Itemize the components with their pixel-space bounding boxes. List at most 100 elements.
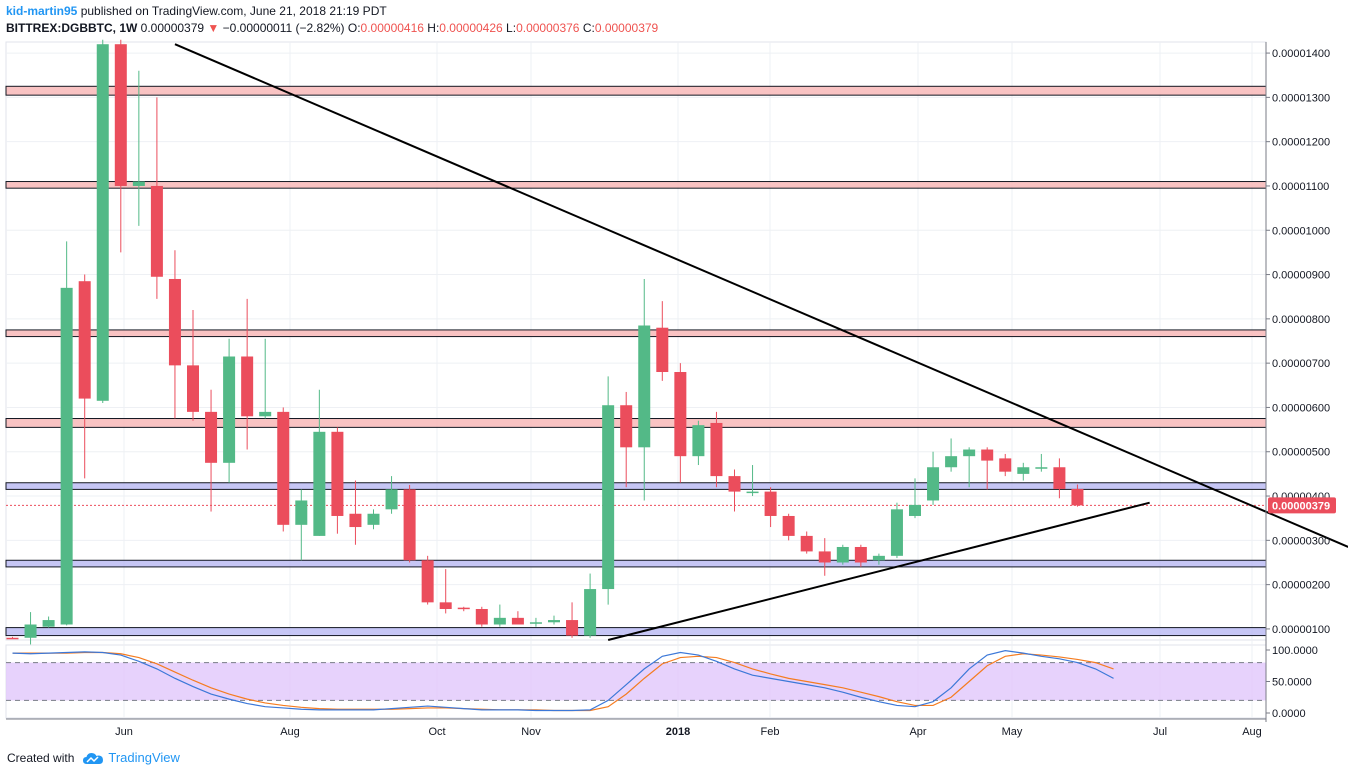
- candle: [367, 509, 380, 530]
- down-arrow-icon: ▼: [207, 21, 220, 35]
- created-with-text: Created with: [7, 750, 75, 765]
- x-tick-label: Jul: [1153, 726, 1167, 738]
- candle-body: [746, 491, 759, 494]
- candle-body: [692, 425, 705, 457]
- candle-body: [439, 602, 452, 609]
- candle-body: [475, 608, 488, 625]
- candle-body: [999, 458, 1012, 472]
- candle: [132, 70, 145, 226]
- candle-body: [566, 620, 579, 636]
- resistance-zone: [5, 181, 1267, 189]
- price-change: −0.00000011 (−2.82%): [222, 21, 345, 35]
- candle: [493, 604, 506, 627]
- candle-body: [331, 431, 344, 516]
- candle: [638, 278, 651, 501]
- price-label: 0.00000379: [1272, 500, 1330, 512]
- candle-body: [584, 589, 597, 636]
- candle: [999, 453, 1012, 477]
- candle: [836, 544, 849, 565]
- symbol-name: BITTREX:DGBBTC, 1W: [6, 21, 138, 35]
- candle-body: [710, 422, 723, 477]
- candle: [114, 39, 127, 253]
- candle: [150, 97, 163, 299]
- candle: [187, 309, 199, 421]
- candle-body: [782, 515, 795, 536]
- candle: [1017, 462, 1030, 481]
- support-zone: [5, 559, 1267, 568]
- candle: [331, 427, 344, 534]
- candle-body: [764, 491, 777, 516]
- candle: [223, 338, 236, 483]
- candle-body: [529, 622, 542, 624]
- x-tick-label: 2018: [666, 726, 690, 738]
- candle-body: [313, 431, 326, 536]
- candle-body: [114, 44, 127, 186]
- candle: [6, 636, 19, 640]
- candle: [746, 465, 759, 497]
- main-pane-border: [5, 41, 1267, 641]
- candle-body: [927, 467, 940, 501]
- candle-body: [548, 620, 560, 623]
- candle: [96, 39, 109, 404]
- candle: [710, 411, 723, 488]
- candle: [981, 447, 994, 490]
- y-tick-label: 0.00000300: [1272, 535, 1330, 547]
- x-tick-label: Jun: [115, 726, 133, 738]
- candle-body: [872, 555, 885, 561]
- trendline: [607, 501, 1150, 641]
- candle-body: [78, 281, 91, 399]
- candle: [259, 338, 272, 419]
- candle: [1053, 458, 1066, 499]
- candle: [764, 487, 777, 528]
- resistance-zone: [5, 329, 1267, 338]
- candle-body: [890, 509, 903, 556]
- candle-body: [945, 456, 958, 468]
- candle-body: [150, 185, 163, 277]
- tradingview-cloud-icon: [83, 752, 104, 764]
- candle: [890, 502, 903, 559]
- candle: [872, 553, 885, 565]
- tradingview-brand[interactable]: TradingView: [108, 750, 180, 765]
- candle-body: [96, 44, 109, 401]
- candle-body: [421, 560, 434, 603]
- rsi-fast-line: [12, 650, 1114, 712]
- y-tick-label: 0.00001100: [1272, 181, 1329, 193]
- y-tick-label: 0.00000100: [1272, 624, 1330, 636]
- candle: [566, 602, 579, 638]
- candle-body: [277, 411, 290, 525]
- resistance-zone: [5, 85, 1267, 96]
- candle-body: [205, 411, 218, 463]
- rsi-y-tick-label: 0.0000: [1272, 708, 1306, 720]
- close-value: 0.00000379: [594, 21, 659, 35]
- candle: [728, 469, 741, 512]
- rsi-band: [6, 662, 1266, 701]
- x-tick-label: Aug: [280, 726, 300, 738]
- candle: [511, 611, 524, 625]
- y-tick-label: 0.00000800: [1272, 314, 1330, 326]
- horizontal-zones: [5, 85, 1267, 637]
- author-link[interactable]: kid-martin95: [6, 4, 78, 18]
- trendline: [174, 43, 1348, 548]
- candle: [349, 480, 362, 545]
- candles: [6, 39, 1084, 645]
- candle: [457, 606, 470, 612]
- candle: [60, 241, 73, 626]
- candle-body: [511, 617, 524, 625]
- candle: [168, 250, 181, 419]
- candle: [439, 569, 452, 614]
- candle: [656, 301, 669, 381]
- symbol-header: BITTREX:DGBBTC, 1W 0.00000379 ▼ −0.00000…: [6, 21, 658, 35]
- candle-body: [728, 476, 741, 492]
- high-value: 0.00000426: [439, 21, 503, 35]
- rsi-y-tick-label: 100.0000: [1272, 645, 1318, 657]
- candle-body: [854, 546, 867, 563]
- candle-body: [403, 489, 416, 561]
- y-tick-label: 0.00000700: [1272, 358, 1330, 370]
- candle-body: [259, 411, 272, 417]
- candle-body: [6, 637, 19, 640]
- candle: [1071, 484, 1084, 507]
- candle-body: [818, 551, 831, 563]
- rsi-pane: [6, 650, 1266, 712]
- trendlines: [174, 43, 1348, 641]
